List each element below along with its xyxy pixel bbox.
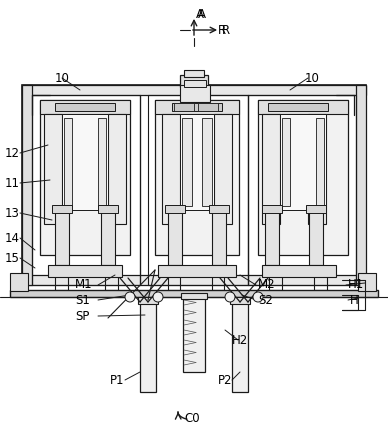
Text: P1: P1 bbox=[110, 373, 125, 386]
Bar bbox=[155, 100, 239, 255]
Bar bbox=[22, 85, 32, 285]
Bar bbox=[40, 100, 130, 255]
Text: A: A bbox=[198, 8, 206, 20]
Bar bbox=[40, 100, 130, 114]
Bar bbox=[22, 275, 366, 285]
Bar bbox=[44, 114, 62, 224]
Bar bbox=[182, 118, 192, 206]
Bar bbox=[214, 114, 232, 224]
Bar bbox=[309, 210, 323, 265]
Bar bbox=[158, 265, 236, 277]
Bar bbox=[10, 273, 28, 291]
Bar bbox=[138, 297, 158, 304]
Text: 11: 11 bbox=[5, 176, 20, 190]
Text: M1: M1 bbox=[75, 279, 93, 291]
Bar bbox=[316, 118, 324, 206]
Bar bbox=[184, 70, 204, 77]
Bar bbox=[209, 205, 229, 213]
Text: H1: H1 bbox=[348, 279, 364, 291]
Text: R: R bbox=[218, 23, 226, 36]
Bar bbox=[180, 114, 214, 210]
Bar bbox=[356, 85, 366, 285]
Circle shape bbox=[125, 292, 135, 302]
Bar bbox=[181, 293, 207, 299]
Bar bbox=[280, 114, 326, 210]
Bar bbox=[108, 114, 126, 224]
Bar bbox=[230, 297, 250, 304]
Circle shape bbox=[153, 292, 163, 302]
Text: 15: 15 bbox=[5, 252, 20, 264]
Text: S1: S1 bbox=[75, 294, 90, 307]
Bar bbox=[265, 210, 279, 265]
Bar bbox=[55, 210, 69, 265]
Bar bbox=[55, 103, 115, 111]
Bar bbox=[155, 100, 239, 114]
Bar bbox=[262, 114, 280, 224]
Bar bbox=[258, 100, 348, 114]
Bar bbox=[306, 205, 326, 213]
Bar bbox=[172, 103, 222, 111]
Bar bbox=[282, 118, 290, 206]
Text: 12: 12 bbox=[5, 147, 20, 159]
Text: C0: C0 bbox=[184, 412, 199, 424]
Text: P2: P2 bbox=[218, 373, 232, 386]
Bar bbox=[22, 85, 366, 285]
Bar bbox=[262, 205, 282, 213]
Circle shape bbox=[225, 292, 235, 302]
Bar bbox=[248, 95, 356, 285]
Bar bbox=[212, 210, 226, 265]
Bar bbox=[52, 205, 72, 213]
Bar bbox=[183, 297, 205, 372]
Bar bbox=[184, 80, 206, 87]
Bar bbox=[48, 265, 122, 277]
Bar bbox=[174, 103, 194, 111]
Bar bbox=[308, 114, 326, 224]
Bar bbox=[32, 95, 140, 285]
Text: A: A bbox=[196, 8, 204, 20]
Bar bbox=[198, 103, 218, 111]
Bar bbox=[258, 100, 348, 255]
Bar bbox=[202, 118, 212, 206]
Bar bbox=[22, 85, 366, 95]
Bar bbox=[358, 273, 376, 291]
Bar bbox=[10, 290, 378, 297]
Text: R: R bbox=[222, 23, 230, 36]
Bar bbox=[232, 302, 248, 392]
Bar bbox=[162, 114, 180, 224]
Text: 13: 13 bbox=[5, 206, 20, 219]
Bar bbox=[168, 210, 182, 265]
Circle shape bbox=[253, 292, 263, 302]
Bar bbox=[165, 205, 185, 213]
Bar bbox=[98, 205, 118, 213]
Bar bbox=[180, 75, 208, 87]
Text: SP: SP bbox=[75, 310, 89, 323]
Text: H2: H2 bbox=[232, 334, 248, 346]
Text: S2: S2 bbox=[258, 294, 273, 307]
Text: H: H bbox=[350, 294, 359, 307]
Text: 10: 10 bbox=[305, 71, 320, 85]
Bar bbox=[62, 114, 108, 210]
Bar bbox=[268, 103, 328, 111]
Bar bbox=[262, 265, 336, 277]
Bar bbox=[64, 118, 72, 206]
Bar bbox=[180, 85, 210, 102]
Text: 10: 10 bbox=[55, 71, 70, 85]
Bar bbox=[101, 210, 115, 265]
Text: 14: 14 bbox=[5, 232, 20, 245]
Bar bbox=[98, 118, 106, 206]
Text: M2: M2 bbox=[258, 279, 275, 291]
Bar bbox=[140, 302, 156, 392]
Bar bbox=[148, 95, 248, 285]
